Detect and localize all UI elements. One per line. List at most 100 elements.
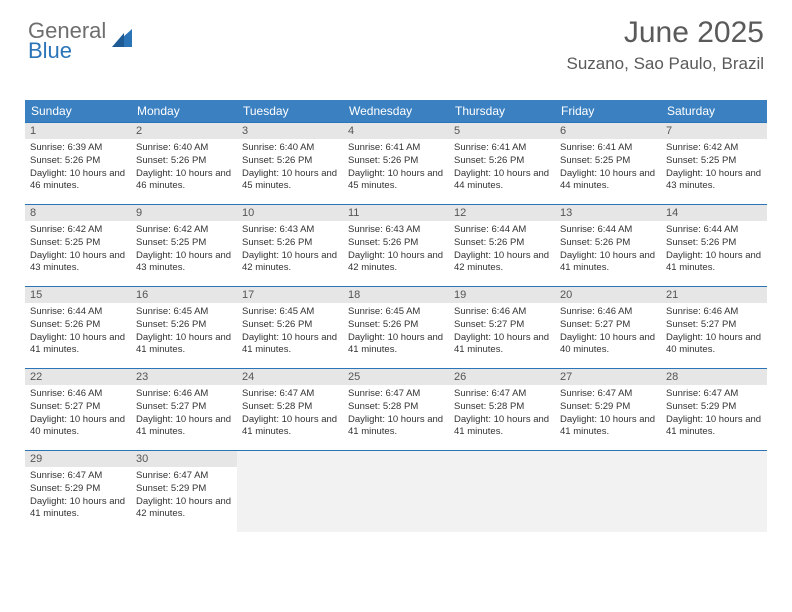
day-content: 12Sunrise: 6:44 AMSunset: 5:26 PMDayligh… [449,204,555,286]
daylight-text: Daylight: 10 hours and 43 minutes. [136,250,232,276]
daylight-text: Daylight: 10 hours and 43 minutes. [30,250,126,276]
day-content: 7Sunrise: 6:42 AMSunset: 5:25 PMDaylight… [661,122,767,204]
day-cell: 24Sunrise: 6:47 AMSunset: 5:28 PMDayligh… [237,368,343,450]
day-number: 10 [237,205,343,221]
day-content: 9Sunrise: 6:42 AMSunset: 5:25 PMDaylight… [131,204,237,286]
day-body: Sunrise: 6:43 AMSunset: 5:26 PMDaylight:… [237,221,343,279]
day-number: 6 [555,123,661,139]
day-number: 11 [343,205,449,221]
day-cell: 15Sunrise: 6:44 AMSunset: 5:26 PMDayligh… [25,286,131,368]
day-number: 8 [25,205,131,221]
day-number: 9 [131,205,237,221]
daylight-text: Daylight: 10 hours and 42 minutes. [242,250,338,276]
daylight-text: Daylight: 10 hours and 42 minutes. [454,250,550,276]
sunset-text: Sunset: 5:28 PM [242,401,338,414]
day-number: 18 [343,287,449,303]
day-body: Sunrise: 6:44 AMSunset: 5:26 PMDaylight:… [449,221,555,279]
sunrise-text: Sunrise: 6:46 AM [30,388,126,401]
week-row: 8Sunrise: 6:42 AMSunset: 5:25 PMDaylight… [25,204,767,286]
day-number: 2 [131,123,237,139]
sunrise-text: Sunrise: 6:40 AM [136,142,232,155]
day-body: Sunrise: 6:47 AMSunset: 5:29 PMDaylight:… [131,467,237,525]
day-content: 6Sunrise: 6:41 AMSunset: 5:25 PMDaylight… [555,122,661,204]
day-content: 17Sunrise: 6:45 AMSunset: 5:26 PMDayligh… [237,286,343,368]
day-cell: 27Sunrise: 6:47 AMSunset: 5:29 PMDayligh… [555,368,661,450]
week-row: 15Sunrise: 6:44 AMSunset: 5:26 PMDayligh… [25,286,767,368]
sunset-text: Sunset: 5:26 PM [454,155,550,168]
logo: General Blue [28,20,136,62]
sunrise-text: Sunrise: 6:39 AM [30,142,126,155]
day-body: Sunrise: 6:46 AMSunset: 5:27 PMDaylight:… [25,385,131,443]
daylight-text: Daylight: 10 hours and 41 minutes. [30,496,126,522]
sunset-text: Sunset: 5:26 PM [348,237,444,250]
day-cell: 20Sunrise: 6:46 AMSunset: 5:27 PMDayligh… [555,286,661,368]
sunrise-text: Sunrise: 6:42 AM [30,224,126,237]
daylight-text: Daylight: 10 hours and 46 minutes. [30,168,126,194]
day-body: Sunrise: 6:46 AMSunset: 5:27 PMDaylight:… [131,385,237,443]
day-content: 28Sunrise: 6:47 AMSunset: 5:29 PMDayligh… [661,368,767,450]
logo-word-2: Blue [28,40,106,62]
day-number: 12 [449,205,555,221]
day-number: 1 [25,123,131,139]
day-content: 24Sunrise: 6:47 AMSunset: 5:28 PMDayligh… [237,368,343,450]
daylight-text: Daylight: 10 hours and 40 minutes. [560,332,656,358]
day-body: Sunrise: 6:41 AMSunset: 5:25 PMDaylight:… [555,139,661,197]
day-cell: 18Sunrise: 6:45 AMSunset: 5:26 PMDayligh… [343,286,449,368]
day-cell: 28Sunrise: 6:47 AMSunset: 5:29 PMDayligh… [661,368,767,450]
day-cell: 9Sunrise: 6:42 AMSunset: 5:25 PMDaylight… [131,204,237,286]
daylight-text: Daylight: 10 hours and 41 minutes. [242,414,338,440]
weekday-tuesday: Tuesday [237,100,343,122]
day-body: Sunrise: 6:47 AMSunset: 5:28 PMDaylight:… [237,385,343,443]
day-number: 3 [237,123,343,139]
day-cell: 21Sunrise: 6:46 AMSunset: 5:27 PMDayligh… [661,286,767,368]
sunrise-text: Sunrise: 6:46 AM [136,388,232,401]
sunset-text: Sunset: 5:27 PM [454,319,550,332]
sunset-text: Sunset: 5:29 PM [30,483,126,496]
day-number: 25 [343,369,449,385]
weekday-thursday: Thursday [449,100,555,122]
day-cell: 6Sunrise: 6:41 AMSunset: 5:25 PMDaylight… [555,122,661,204]
day-cell: 26Sunrise: 6:47 AMSunset: 5:28 PMDayligh… [449,368,555,450]
daylight-text: Daylight: 10 hours and 46 minutes. [136,168,232,194]
sunset-text: Sunset: 5:28 PM [348,401,444,414]
empty-day [555,450,661,532]
sunrise-text: Sunrise: 6:44 AM [560,224,656,237]
sunrise-text: Sunrise: 6:41 AM [348,142,444,155]
weekday-header-row: Sunday Monday Tuesday Wednesday Thursday… [25,100,767,122]
calendar-table: Sunday Monday Tuesday Wednesday Thursday… [25,100,767,532]
day-content: 13Sunrise: 6:44 AMSunset: 5:26 PMDayligh… [555,204,661,286]
day-body: Sunrise: 6:46 AMSunset: 5:27 PMDaylight:… [661,303,767,361]
day-content: 5Sunrise: 6:41 AMSunset: 5:26 PMDaylight… [449,122,555,204]
daylight-text: Daylight: 10 hours and 41 minutes. [560,250,656,276]
sunset-text: Sunset: 5:25 PM [560,155,656,168]
day-number: 14 [661,205,767,221]
day-number: 27 [555,369,661,385]
day-number: 16 [131,287,237,303]
day-content: 10Sunrise: 6:43 AMSunset: 5:26 PMDayligh… [237,204,343,286]
day-content: 25Sunrise: 6:47 AMSunset: 5:28 PMDayligh… [343,368,449,450]
week-row: 29Sunrise: 6:47 AMSunset: 5:29 PMDayligh… [25,450,767,532]
day-body: Sunrise: 6:45 AMSunset: 5:26 PMDaylight:… [343,303,449,361]
daylight-text: Daylight: 10 hours and 41 minutes. [136,414,232,440]
day-content: 20Sunrise: 6:46 AMSunset: 5:27 PMDayligh… [555,286,661,368]
day-cell: 12Sunrise: 6:44 AMSunset: 5:26 PMDayligh… [449,204,555,286]
daylight-text: Daylight: 10 hours and 42 minutes. [348,250,444,276]
day-number: 29 [25,451,131,467]
sunset-text: Sunset: 5:27 PM [666,319,762,332]
day-body: Sunrise: 6:44 AMSunset: 5:26 PMDaylight:… [661,221,767,279]
day-cell: 4Sunrise: 6:41 AMSunset: 5:26 PMDaylight… [343,122,449,204]
location-label: Suzano, Sao Paulo, Brazil [566,54,764,74]
sunrise-text: Sunrise: 6:41 AM [560,142,656,155]
sunrise-text: Sunrise: 6:42 AM [666,142,762,155]
day-body: Sunrise: 6:41 AMSunset: 5:26 PMDaylight:… [449,139,555,197]
day-content: 4Sunrise: 6:41 AMSunset: 5:26 PMDaylight… [343,122,449,204]
day-content: 1Sunrise: 6:39 AMSunset: 5:26 PMDaylight… [25,122,131,204]
day-content: 11Sunrise: 6:43 AMSunset: 5:26 PMDayligh… [343,204,449,286]
day-body: Sunrise: 6:45 AMSunset: 5:26 PMDaylight:… [237,303,343,361]
sunset-text: Sunset: 5:26 PM [136,319,232,332]
day-cell: 25Sunrise: 6:47 AMSunset: 5:28 PMDayligh… [343,368,449,450]
day-cell: 22Sunrise: 6:46 AMSunset: 5:27 PMDayligh… [25,368,131,450]
day-cell: 3Sunrise: 6:40 AMSunset: 5:26 PMDaylight… [237,122,343,204]
day-body: Sunrise: 6:47 AMSunset: 5:28 PMDaylight:… [343,385,449,443]
sunset-text: Sunset: 5:26 PM [242,237,338,250]
